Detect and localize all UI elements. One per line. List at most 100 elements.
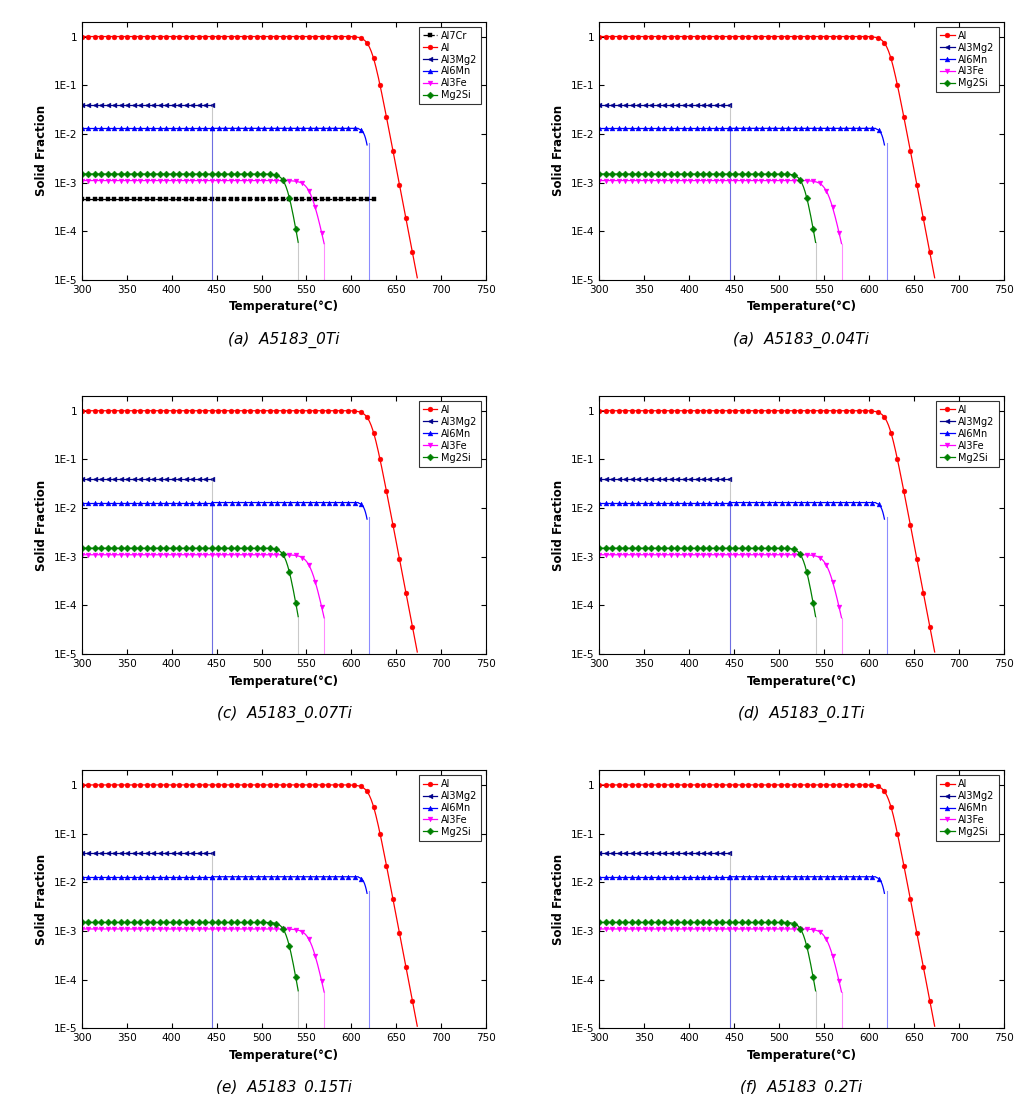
Line: Al3Mg2: Al3Mg2 (597, 850, 731, 856)
Al6Mn (119, 496, 131, 509)
Al6Mn (723, 496, 735, 509)
Line: Mg2Si: Mg2Si (80, 546, 301, 619)
Al3Fe (224, 922, 237, 935)
Al3Fe (737, 174, 750, 187)
Al (709, 778, 721, 791)
Text: (f)  A5183_0.2Ti: (f) A5183_0.2Ti (740, 1080, 862, 1094)
Al (734, 778, 746, 791)
Line: Al: Al (597, 34, 937, 280)
Al (924, 246, 936, 259)
Al3Fe (737, 922, 750, 935)
Al6Mn (717, 870, 729, 883)
Al3Fe (76, 174, 88, 187)
Al6Mn (112, 121, 124, 135)
X-axis label: Temperature(°C): Temperature(°C) (229, 1049, 339, 1062)
Al3Mg2 (183, 473, 196, 486)
Al (397, 947, 410, 961)
Al6Mn (124, 121, 136, 135)
Line: Al3Mg2: Al3Mg2 (597, 102, 731, 107)
Al3Mg2 (124, 473, 136, 486)
Al3Mg2 (629, 847, 641, 860)
Al3Mg2 (708, 473, 720, 486)
Mg2Si (644, 542, 656, 555)
Al3Fe (280, 174, 292, 187)
Al (178, 404, 190, 417)
Al3Mg2 (636, 98, 648, 112)
X-axis label: Temperature(°C): Temperature(°C) (746, 675, 856, 687)
Mg2Si (708, 916, 720, 929)
Al3Mg2 (112, 847, 124, 860)
Al6Mn (190, 121, 203, 135)
Al3Fe (219, 922, 231, 935)
Al3Mg2 (700, 98, 713, 112)
Mg2Si (666, 167, 678, 181)
Al6Mn (636, 870, 648, 883)
Al3Fe (798, 174, 810, 187)
Al6Mn (700, 870, 713, 883)
Al (929, 271, 941, 284)
Line: Al3Fe: Al3Fe (80, 552, 327, 620)
Y-axis label: Solid Fraction: Solid Fraction (552, 479, 565, 571)
Al3Mg2 (700, 847, 713, 860)
Al (178, 778, 190, 791)
Al6Mn (190, 496, 203, 509)
Line: Mg2Si: Mg2Si (597, 172, 818, 245)
Al (407, 994, 419, 1008)
Al3Fe (593, 174, 605, 187)
Line: Al6Mn: Al6Mn (80, 500, 214, 505)
Al3Fe (295, 924, 307, 938)
Al6Mn (636, 496, 648, 509)
Al (411, 645, 423, 659)
Mg2Si (809, 236, 821, 249)
Al3Fe (741, 548, 754, 561)
Al (929, 1020, 941, 1033)
Legend: Al, Al3Mg2, Al6Mn, Al3Fe, Mg2Si: Al, Al3Mg2, Al6Mn, Al3Fe, Mg2Si (419, 776, 481, 840)
Al6Mn (700, 496, 713, 509)
Mg2Si (644, 916, 656, 929)
Mg2Si (768, 916, 780, 929)
Legend: Al, Al3Mg2, Al6Mn, Al3Fe, Mg2Si: Al, Al3Mg2, Al6Mn, Al3Fe, Mg2Si (936, 400, 998, 466)
Mg2Si (292, 610, 304, 624)
Al3Mg2 (124, 847, 136, 860)
Al6Mn (708, 496, 720, 509)
Mg2Si (708, 167, 720, 181)
Al (217, 404, 229, 417)
Al3Mg2 (206, 98, 218, 112)
Al3Mg2 (593, 847, 605, 860)
Al3Mg2 (124, 98, 136, 112)
Al6Mn (593, 870, 605, 883)
Al3Fe (594, 922, 606, 935)
Mg2Si (148, 916, 161, 929)
Line: Al6Mn: Al6Mn (597, 874, 731, 880)
Al3Mg2 (641, 847, 653, 860)
Al3Fe (741, 174, 754, 187)
Al3Fe (736, 174, 749, 187)
Mg2Si (292, 985, 304, 998)
Al (191, 778, 204, 791)
Al (157, 30, 169, 43)
Al3Mg2 (700, 473, 713, 486)
Al (191, 30, 204, 43)
Mg2Si (208, 167, 220, 181)
Al (924, 620, 936, 633)
Al3Mg2 (708, 98, 720, 112)
Line: Al3Mg2: Al3Mg2 (597, 476, 731, 481)
X-axis label: Temperature(°C): Temperature(°C) (746, 1049, 856, 1062)
Al6Mn (723, 870, 735, 883)
Line: Al3Fe: Al3Fe (80, 178, 327, 246)
Mg2Si (593, 916, 605, 929)
Al3Mg2 (190, 98, 203, 112)
Al (593, 404, 605, 417)
Mg2Si (725, 916, 737, 929)
Al6Mn (199, 870, 211, 883)
Al3Fe (295, 550, 307, 563)
Al3Mg2 (641, 473, 653, 486)
Al6Mn (641, 496, 653, 509)
Al3Fe (77, 922, 89, 935)
Mg2Si (148, 167, 161, 181)
Al6Mn (723, 121, 735, 135)
Al3Mg2 (76, 473, 88, 486)
Al7Cr (258, 193, 270, 206)
Mg2Si (76, 916, 88, 929)
Al3Mg2 (708, 847, 720, 860)
